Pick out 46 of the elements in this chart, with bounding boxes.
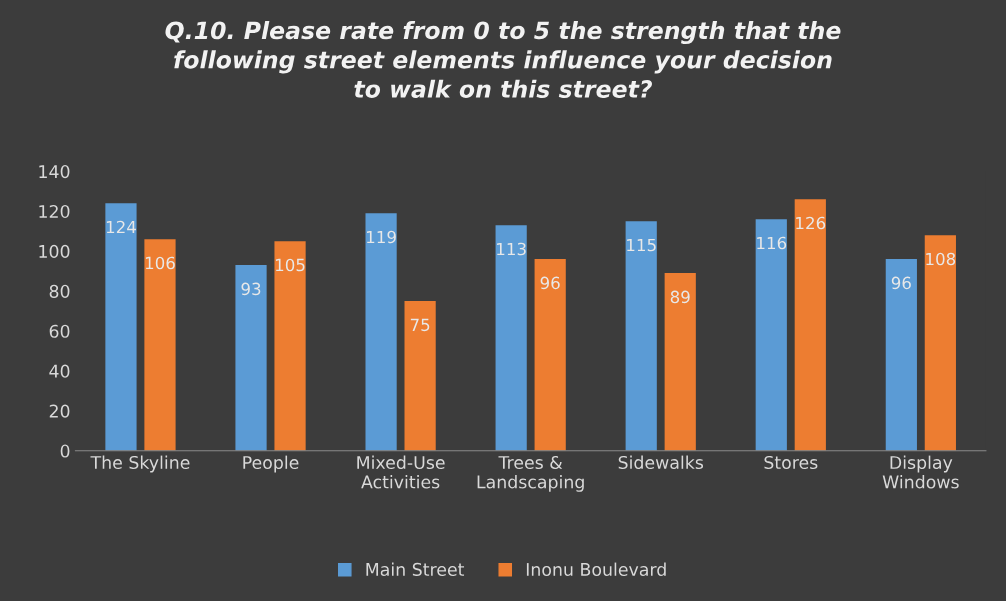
bar	[404, 301, 436, 451]
data-label: 126	[796, 216, 826, 230]
data-label: 106	[145, 256, 175, 270]
bar	[664, 273, 696, 451]
data-label: 105	[275, 258, 305, 272]
bar	[534, 259, 566, 451]
y-tick-label: 40	[49, 364, 70, 378]
x-tick-label: Trees & Landscaping	[477, 455, 584, 492]
x-tick-label: Sidewalks	[618, 455, 704, 470]
y-tick-label: 60	[49, 324, 70, 338]
bar	[924, 235, 956, 451]
x-tick-label: The Skyline	[90, 455, 190, 473]
x-tick-label: Display Windows	[882, 455, 959, 489]
data-label: 96	[891, 276, 911, 290]
data-label: 75	[410, 318, 430, 332]
bar	[794, 199, 826, 451]
chart-title: Q.10. Please rate from 0 to 5 the strength that the following street elements influence your decision to walk on this street?	[165, 21, 841, 98]
data-label: 115	[627, 238, 656, 252]
legend-label: Inonu Boulevard	[526, 562, 666, 576]
bar	[885, 259, 917, 451]
data-label: 93	[241, 282, 261, 296]
y-tick-label: 20	[49, 404, 70, 418]
bar	[625, 221, 657, 451]
y-tick-label: 80	[49, 284, 70, 298]
y-tick-label: 0	[60, 444, 70, 458]
bar	[235, 265, 267, 451]
bar	[105, 203, 137, 451]
data-label: 108	[926, 252, 956, 266]
legend-label: Main Street	[366, 562, 465, 576]
x-tick-label: Stores	[764, 455, 818, 470]
y-tick-label: 100	[39, 244, 70, 258]
data-label: 96	[540, 276, 560, 290]
data-label: 124	[106, 220, 136, 234]
bar	[495, 225, 527, 451]
x-tick-label: Mixed-Use Activities	[357, 455, 445, 489]
y-tick-label: 140	[39, 165, 70, 179]
data-label: 116	[757, 236, 787, 250]
bar	[274, 241, 306, 451]
data-label: 89	[670, 290, 690, 304]
y-tick-label: 120	[39, 204, 70, 219]
bar	[755, 219, 787, 451]
x-tick-label: People	[243, 455, 299, 473]
data-label: 119	[367, 230, 396, 244]
bar	[144, 239, 176, 451]
data-label: 113	[497, 242, 526, 256]
bar	[365, 213, 397, 451]
